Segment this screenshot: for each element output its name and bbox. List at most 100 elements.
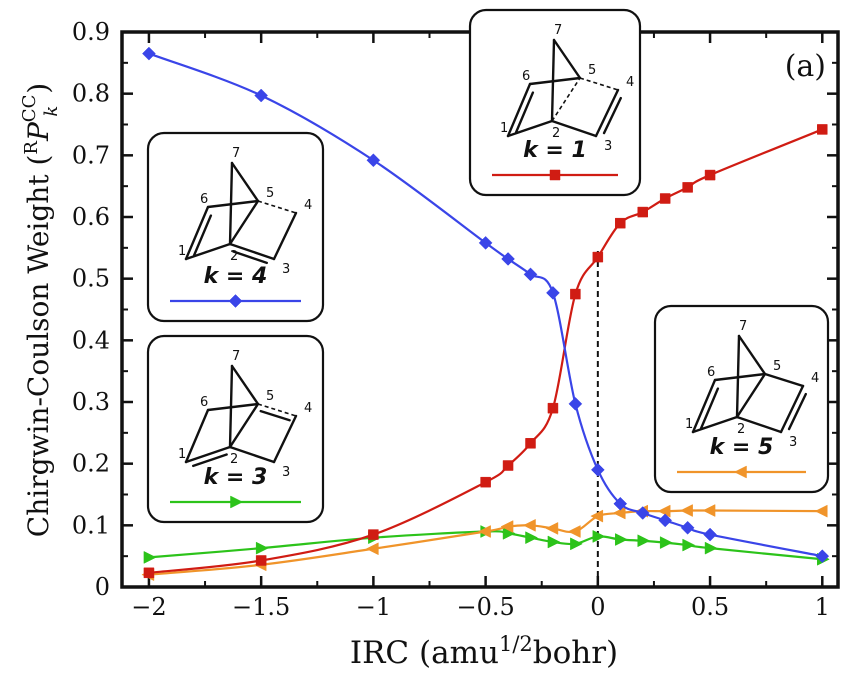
bond [272,211,298,261]
data-point [590,462,605,477]
bond [691,378,717,434]
data-point [255,541,269,555]
data-point [704,169,716,181]
double-bond [699,387,720,430]
x-axis-label: IRC (amu1/2bohr) [350,632,618,671]
bond [550,119,598,138]
y-tick-label: 0.2 [72,450,110,478]
data-point [682,538,696,552]
data-point [502,460,514,471]
y-tick-label: 0.5 [72,265,110,293]
atom-label: 4 [626,75,634,90]
data-point [592,251,604,263]
data-point [814,504,828,518]
data-point [478,236,493,250]
inset-box [146,131,325,323]
data-point [143,567,155,579]
data-point [365,542,379,556]
bond [184,242,232,261]
data-point [480,476,491,488]
data-point [657,504,671,518]
bond [228,199,260,246]
double-bond [232,250,268,265]
data-point [525,531,539,545]
bond [763,372,805,388]
y-tick-label: 0 [95,573,110,601]
data-point [815,549,830,564]
bond [228,445,276,464]
atom-label: 2 [230,249,238,264]
data-point [658,513,673,528]
atom-label: 3 [282,262,290,277]
data-point [635,506,650,520]
atom-label: 4 [304,198,312,213]
x-tick-label: −1 [356,593,391,621]
data-point [478,525,491,538]
data-point [615,217,626,229]
data-point [570,537,583,551]
data-point [682,182,693,193]
data-point [255,555,267,566]
y-tick-label: 0.3 [72,388,110,416]
bond [184,445,232,464]
bond [691,415,739,434]
inset-k-label: k = 5 [710,435,774,460]
atom-label: 5 [773,359,781,374]
atom-label: 5 [588,63,596,78]
bond [206,402,260,412]
inset-k1: 1 2 3 4 5 6 7 k = 1 [468,8,642,197]
x-axis-label-tail: bohr) [533,635,618,671]
data-point [703,527,717,542]
bond [230,161,260,203]
panel-label: (a) [785,49,826,84]
y-tick-label: 0.7 [72,141,110,169]
x-tick-label: −2 [131,593,166,621]
inset-box [468,8,642,197]
double-bond [259,409,291,422]
bond [272,414,298,464]
y-axis-label-sub-k: k [41,106,62,117]
inset-k-label: k = 1 [523,138,587,163]
data-point [612,506,626,520]
data-point [702,504,716,517]
data-point [546,285,560,300]
legend-marker [230,495,244,509]
data-point [680,520,695,535]
bond [594,88,620,138]
data-point [704,541,718,555]
atom-label: 5 [266,186,274,201]
x-axis-label-main: IRC (amu [350,635,499,671]
atom-label: 2 [737,422,745,437]
data-point [523,267,538,282]
legend-marker [733,465,747,479]
data-point [817,124,828,135]
atom-label: 3 [604,139,612,154]
data-point [500,520,514,533]
data-point [501,252,515,266]
atom-label: 1 [500,121,508,136]
atom-label: 4 [811,371,819,386]
double-bond [192,453,228,468]
bond [228,402,260,449]
atom-label: 6 [522,69,530,84]
data-point [366,153,381,168]
data-point [680,504,693,517]
atom-label: 5 [266,389,274,404]
data-point [590,509,604,523]
legend-marker [228,294,243,308]
data-point [547,535,561,549]
double-bond [602,96,622,135]
bond [552,38,582,80]
insets: 1 2 3 4 5 6 7 k = 1 1 2 3 4 5 6 7 k = 4 1 2 3 4 5 6 7 k = 3 1 2 3 4… [146,8,830,524]
inset-box [146,334,325,524]
y-tick-label: 0.1 [72,511,110,539]
bond [735,372,767,419]
y-axis-label-sup-cc: CC [19,95,40,123]
inset-k5: 1 2 3 4 5 6 7 k = 5 [653,304,830,494]
atom-label: 6 [200,395,208,410]
y-axis-label: Chirgwin-Coulson Weight (RPCCk) [19,83,62,537]
bond [506,119,554,138]
data-point [547,402,559,414]
y-tick-label: 0.8 [72,80,110,108]
atom-label: 4 [304,401,312,416]
